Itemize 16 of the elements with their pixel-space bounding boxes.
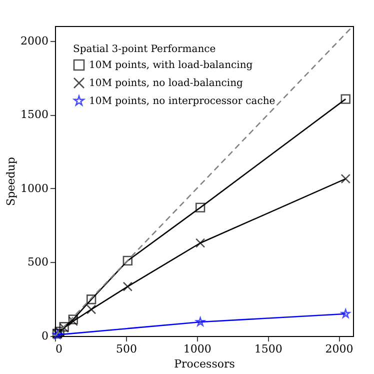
- x-tick-label: 500: [116, 342, 137, 356]
- x-tick-label: 0: [56, 342, 62, 356]
- y-axis-title: Speedup: [4, 157, 18, 206]
- y-tick-label: 2000: [20, 34, 48, 48]
- x-tick-label: 1500: [254, 342, 282, 356]
- legend-label: 10M points, no load-balancing: [89, 78, 244, 89]
- legend-label: 10M points, with load-balancing: [89, 60, 254, 71]
- legend-label: 10M points, no interprocessor cache: [89, 96, 276, 107]
- y-tick-label: 500: [28, 256, 48, 269]
- y-tick-label: 0: [42, 330, 48, 342]
- x-tick-label: 2000: [325, 342, 354, 356]
- y-tick-label: 1000: [20, 182, 48, 195]
- x-tick-label: 1000: [183, 342, 212, 356]
- legend-title: Spatial 3-point Performance: [73, 44, 216, 55]
- x-axis-title: Processors: [174, 358, 236, 370]
- y-tick-label: 1500: [20, 108, 48, 122]
